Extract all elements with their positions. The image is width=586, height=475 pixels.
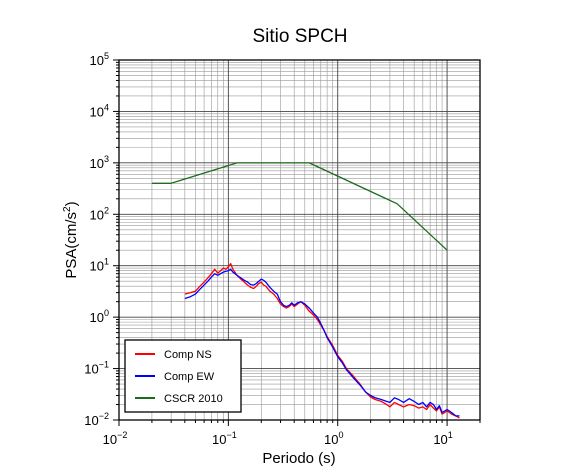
y-tick-label-exp: 1 xyxy=(104,257,109,267)
y-tick-label-base: 10 xyxy=(90,310,104,325)
y-tick-label: 100 xyxy=(90,308,109,325)
legend: Comp NS Comp EW CSCR 2010 xyxy=(124,339,242,413)
y-tick-label-exp: 4 xyxy=(104,102,109,112)
y-tick-label-base: 10 xyxy=(84,362,98,377)
chart-title: Sitio SPCH xyxy=(252,26,347,47)
y-tick-label-exp: 2 xyxy=(104,205,109,215)
y-tick-label-base: 10 xyxy=(90,207,104,222)
y-tick-label: 103 xyxy=(90,154,109,171)
y-tick-label-exp: −1 xyxy=(99,360,109,370)
y-tick-label-base: 10 xyxy=(90,53,104,68)
x-tick-label-base: 10 xyxy=(103,432,117,447)
plot-frame xyxy=(118,59,481,421)
y-tick-label: 102 xyxy=(90,205,109,222)
x-tick-label-base: 10 xyxy=(324,432,338,447)
x-tick-label-exp: 1 xyxy=(448,430,453,440)
x-tick-label-base: 10 xyxy=(212,432,226,447)
y-tick-label: 101 xyxy=(90,257,109,274)
x-tick-label: 10−1 xyxy=(212,430,237,447)
series-line-comp-ew xyxy=(184,268,460,417)
x-axis-label: Periodo (s) xyxy=(262,450,335,467)
y-tick-label-exp: 5 xyxy=(104,51,109,61)
series-layer xyxy=(151,162,460,419)
legend-label-cscr-2010: CSCR 2010 xyxy=(164,393,223,405)
legend-label-comp-ew: Comp EW xyxy=(164,371,215,383)
y-axis-label-sup: 2 xyxy=(62,206,73,212)
y-tick-label-base: 10 xyxy=(90,259,104,274)
x-tick-label-exp: −1 xyxy=(226,430,236,440)
series-line-cscr-2010 xyxy=(151,162,448,251)
x-tick-label: 10−2 xyxy=(103,430,128,447)
y-tick-label-exp: 0 xyxy=(104,308,109,318)
y-tick-label: 105 xyxy=(90,51,109,68)
x-tick-label-exp: 0 xyxy=(338,430,343,440)
x-tick-label: 100 xyxy=(324,430,343,447)
x-tick-label-base: 10 xyxy=(433,432,447,447)
y-tick-label: 104 xyxy=(90,102,109,119)
y-tick-label-base: 10 xyxy=(90,104,104,119)
y-tick-label-exp: −2 xyxy=(99,411,109,421)
y-tick-label-exp: 3 xyxy=(104,154,109,164)
x-axis-ticks: 10−2 10−1 100 101 xyxy=(103,420,481,447)
legend-label-comp-ns: Comp NS xyxy=(164,349,212,361)
y-tick-label: 10−2 xyxy=(84,411,109,428)
x-tick-label: 101 xyxy=(433,430,452,447)
y-axis-label-close: ) xyxy=(63,201,80,206)
grid-minor xyxy=(119,60,481,420)
y-tick-label-base: 10 xyxy=(84,413,98,428)
y-axis-label-base: PSA(cm/s xyxy=(63,212,80,279)
y-tick-label: 10−1 xyxy=(84,360,109,377)
y-axis-label: PSA(cm/s2) xyxy=(62,201,80,278)
x-tick-label-exp: −2 xyxy=(117,430,127,440)
y-tick-label-base: 10 xyxy=(90,156,104,171)
